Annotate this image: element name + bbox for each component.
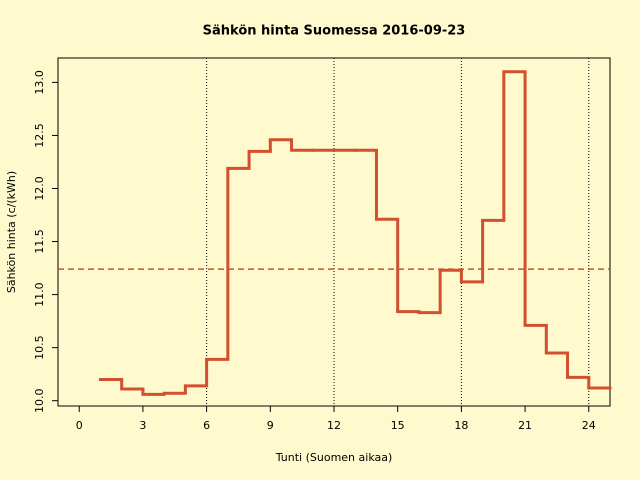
- x-tick-label: 15: [391, 419, 405, 432]
- x-tick-label: 6: [203, 419, 210, 432]
- y-tick-label: 10.5: [33, 335, 46, 360]
- chart-title: Sähkön hinta Suomessa 2016-09-23: [203, 24, 466, 39]
- x-tick-label: 12: [327, 419, 341, 432]
- y-tick-label: 12.0: [33, 176, 46, 201]
- x-tick-label: 9: [267, 419, 274, 432]
- y-tick-label: 10.0: [33, 388, 46, 413]
- y-axis-label: Sähkön hinta (c/(kWh): [5, 171, 18, 293]
- x-axis-label: Tunti (Suomen aikaa): [275, 451, 393, 464]
- x-tick-label: 24: [582, 419, 596, 432]
- y-tick-label: 11.0: [33, 282, 46, 307]
- y-tick-label: 12.5: [33, 123, 46, 148]
- y-tick-label: 13.0: [33, 70, 46, 95]
- x-tick-label: 3: [139, 419, 146, 432]
- x-tick-label: 18: [454, 419, 468, 432]
- x-tick-label: 0: [76, 419, 83, 432]
- x-tick-label: 21: [518, 419, 532, 432]
- y-tick-label: 11.5: [33, 229, 46, 254]
